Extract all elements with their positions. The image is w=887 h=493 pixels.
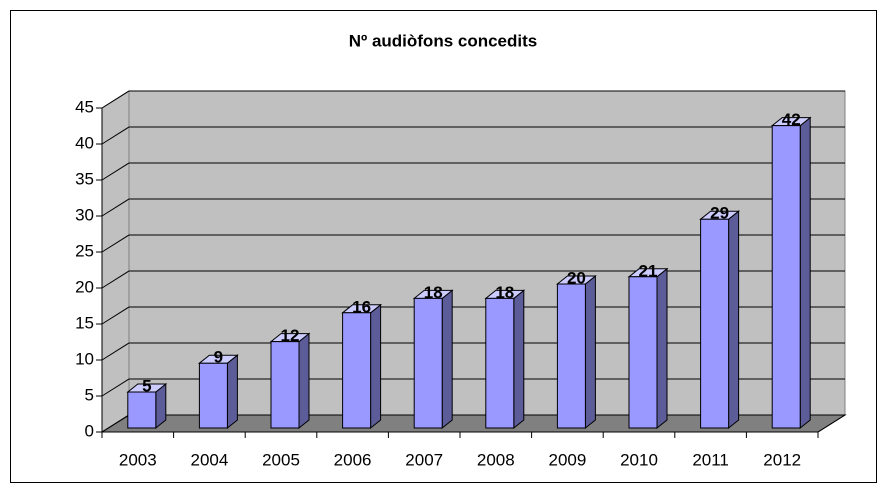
data-label: 18 <box>495 283 514 302</box>
grid-line <box>101 342 845 361</box>
bar-face <box>441 289 453 430</box>
y-tick-label: 20 <box>75 277 94 296</box>
grid-line <box>101 198 845 217</box>
x-tick-label: 2005 <box>262 450 300 469</box>
chart-title: Nº audiòfons concedits <box>349 31 538 50</box>
bar-face <box>771 125 801 429</box>
y-tick-label: 0 <box>85 421 94 440</box>
bar <box>269 332 311 430</box>
bar-face <box>628 276 658 429</box>
bar-face <box>485 297 515 429</box>
bar-face <box>728 210 740 430</box>
plot-area: 0 5 10 15 20 25 30 35 40 45 2003 5 2004 9 2005 12 2006 16… <box>75 90 847 469</box>
bar-face <box>198 362 228 429</box>
bar-face <box>700 218 730 429</box>
y-tick-label: 15 <box>75 313 94 332</box>
x-tick-label: 2007 <box>405 450 443 469</box>
x-tick-label: 2003 <box>119 450 157 469</box>
bar <box>484 289 526 430</box>
x-tick-label: 2009 <box>548 450 586 469</box>
data-label: 5 <box>142 376 151 395</box>
y-tick-label: 5 <box>85 385 94 404</box>
y-tick-label: 40 <box>75 133 94 152</box>
bar <box>555 274 597 430</box>
grid-line <box>101 126 845 145</box>
data-label: 16 <box>352 297 371 316</box>
bar <box>770 116 812 430</box>
bar <box>699 210 741 430</box>
grid-line <box>101 234 845 253</box>
x-tick-label: 2008 <box>477 450 515 469</box>
bar-face <box>513 289 525 430</box>
bar <box>197 354 239 430</box>
bar-face <box>270 341 300 429</box>
bar-face <box>127 391 157 429</box>
x-tick-label: 2010 <box>620 450 658 469</box>
data-label: 12 <box>281 326 300 345</box>
y-tick-label: 25 <box>75 241 94 260</box>
grid-line <box>101 90 845 109</box>
floor-edge <box>817 414 846 433</box>
data-label: 42 <box>782 110 801 129</box>
grid-line <box>101 378 845 397</box>
data-label: 21 <box>639 261 658 280</box>
data-label: 18 <box>424 283 443 302</box>
bar-face <box>584 274 596 430</box>
bar-face <box>298 332 310 430</box>
grid-line <box>101 162 845 181</box>
x-tick-label: 2006 <box>334 450 372 469</box>
bar <box>627 267 669 430</box>
bar-face <box>370 303 382 430</box>
data-label: 29 <box>710 204 729 223</box>
x-tick-label: 2012 <box>763 450 801 469</box>
bar-face <box>413 297 443 429</box>
bar <box>341 303 383 430</box>
bar-face <box>556 283 586 429</box>
y-tick-label: 30 <box>75 205 94 224</box>
grid-line <box>101 270 845 289</box>
data-label: 20 <box>567 268 586 287</box>
y-tick-label: 35 <box>75 169 94 188</box>
bar-face <box>342 312 372 429</box>
bar-face <box>799 116 811 430</box>
bar-face <box>656 267 668 430</box>
bar <box>412 289 454 430</box>
bar <box>126 382 168 430</box>
grid-line <box>101 306 845 325</box>
y-tick-label: 10 <box>75 349 94 368</box>
y-tick-label: 45 <box>75 97 94 116</box>
x-tick-label: 2004 <box>190 450 228 469</box>
x-tick-label: 2011 <box>692 450 729 469</box>
side-wall <box>101 90 130 433</box>
data-label: 9 <box>214 348 223 367</box>
bar-face <box>226 354 238 430</box>
